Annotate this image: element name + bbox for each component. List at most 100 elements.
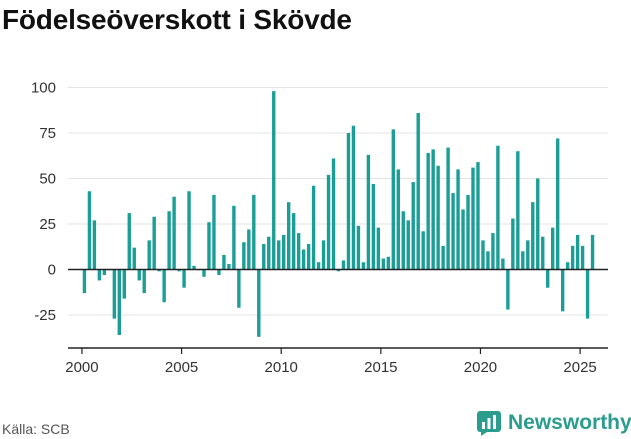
bar[interactable] xyxy=(411,182,415,270)
bar[interactable] xyxy=(536,178,540,270)
bar[interactable] xyxy=(137,269,141,281)
bar[interactable] xyxy=(381,258,386,270)
bar[interactable] xyxy=(331,158,336,270)
bar[interactable] xyxy=(232,205,236,270)
bar[interactable] xyxy=(501,258,505,270)
bar[interactable] xyxy=(446,147,450,270)
bar[interactable] xyxy=(376,227,381,270)
bar[interactable] xyxy=(401,211,405,270)
bar[interactable] xyxy=(486,251,490,270)
bar[interactable] xyxy=(321,240,326,270)
bar[interactable] xyxy=(431,149,435,270)
bar[interactable] xyxy=(282,234,286,270)
bar[interactable] xyxy=(506,269,510,310)
bar[interactable] xyxy=(391,129,395,270)
bar[interactable] xyxy=(207,222,211,270)
bar[interactable] xyxy=(267,236,271,270)
bar[interactable] xyxy=(311,185,316,270)
bar[interactable] xyxy=(212,194,216,270)
bar[interactable] xyxy=(147,240,151,270)
bar[interactable] xyxy=(386,256,391,270)
bar[interactable] xyxy=(516,151,520,270)
newsworthy-logo[interactable]: Newsworthy xyxy=(476,409,631,437)
bar[interactable] xyxy=(476,162,480,270)
bar[interactable] xyxy=(87,191,92,270)
bar[interactable] xyxy=(132,247,136,270)
bar[interactable] xyxy=(316,262,321,270)
bar[interactable] xyxy=(286,202,291,270)
bar[interactable] xyxy=(565,262,570,270)
bar[interactable] xyxy=(172,196,176,270)
bar[interactable] xyxy=(421,231,425,270)
bar[interactable] xyxy=(257,269,261,337)
bar[interactable] xyxy=(122,269,126,299)
bar[interactable] xyxy=(426,153,430,270)
bar[interactable] xyxy=(351,125,356,270)
bar[interactable] xyxy=(157,269,161,272)
bar[interactable] xyxy=(187,191,191,270)
bar[interactable] xyxy=(247,229,251,270)
bar[interactable] xyxy=(396,169,400,270)
bar[interactable] xyxy=(361,262,366,270)
bar[interactable] xyxy=(117,269,122,336)
bar[interactable] xyxy=(451,193,455,270)
bar[interactable] xyxy=(491,233,495,270)
bar[interactable] xyxy=(466,194,470,270)
bar[interactable] xyxy=(152,216,156,270)
bar[interactable] xyxy=(142,269,146,294)
bar[interactable] xyxy=(127,213,131,270)
bar[interactable] xyxy=(272,91,276,270)
bar[interactable] xyxy=(371,183,376,270)
bar[interactable] xyxy=(296,233,301,270)
bar[interactable] xyxy=(575,234,580,270)
bar[interactable] xyxy=(541,236,545,270)
bar[interactable] xyxy=(301,249,306,270)
bar[interactable] xyxy=(521,251,525,270)
bar[interactable] xyxy=(560,269,565,312)
bar[interactable] xyxy=(202,269,206,277)
bar[interactable] xyxy=(511,218,515,270)
bar[interactable] xyxy=(551,227,555,270)
bar[interactable] xyxy=(546,269,550,288)
bar[interactable] xyxy=(177,269,181,272)
bar[interactable] xyxy=(306,244,311,270)
bar[interactable] xyxy=(436,165,440,270)
bar[interactable] xyxy=(222,254,226,270)
bar[interactable] xyxy=(441,245,445,270)
bar[interactable] xyxy=(262,244,266,270)
bar[interactable] xyxy=(252,194,256,270)
bar[interactable] xyxy=(585,269,590,319)
bar[interactable] xyxy=(471,167,475,270)
bar[interactable] xyxy=(326,174,331,270)
bar[interactable] xyxy=(242,242,246,270)
bar[interactable] xyxy=(217,269,221,275)
bar[interactable] xyxy=(406,220,410,270)
bar[interactable] xyxy=(112,269,117,319)
bar[interactable] xyxy=(481,240,485,270)
bar[interactable] xyxy=(97,269,102,281)
bar[interactable] xyxy=(277,240,281,270)
bar[interactable] xyxy=(356,225,361,270)
bar[interactable] xyxy=(291,213,296,270)
bar[interactable] xyxy=(346,133,351,270)
bar[interactable] xyxy=(192,265,196,270)
bar[interactable] xyxy=(182,269,186,288)
bar[interactable] xyxy=(526,240,530,270)
bar[interactable] xyxy=(580,245,585,270)
bar[interactable] xyxy=(555,138,560,270)
bar[interactable] xyxy=(570,245,575,270)
bar[interactable] xyxy=(227,264,231,270)
bar[interactable] xyxy=(590,234,595,270)
bar[interactable] xyxy=(237,269,241,308)
bar[interactable] xyxy=(531,202,535,270)
bar[interactable] xyxy=(341,260,346,270)
bar[interactable] xyxy=(461,209,465,270)
bar[interactable] xyxy=(456,169,460,270)
bar[interactable] xyxy=(92,220,97,270)
bar[interactable] xyxy=(366,154,371,270)
bar[interactable] xyxy=(162,269,166,303)
bar[interactable] xyxy=(82,269,87,294)
bar[interactable] xyxy=(102,269,107,275)
bar[interactable] xyxy=(167,211,171,270)
bar[interactable] xyxy=(416,112,420,270)
